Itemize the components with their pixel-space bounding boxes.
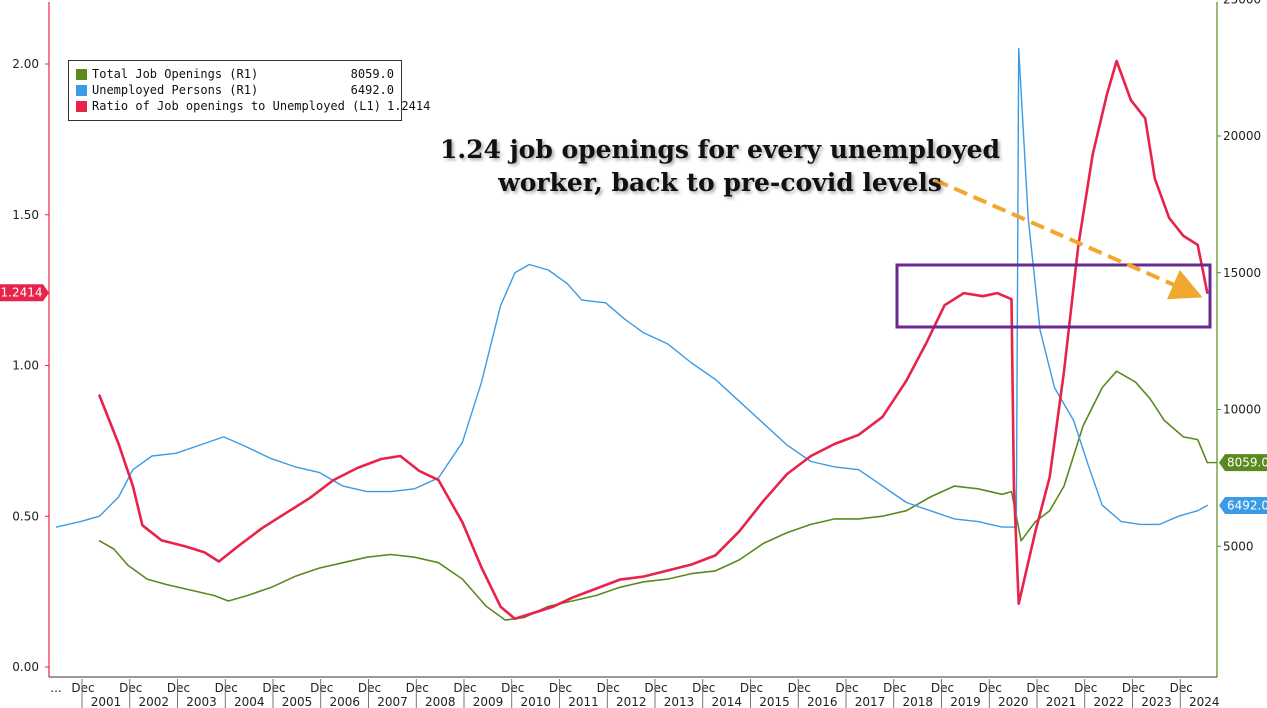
x-tick-label: Dec: [453, 681, 476, 695]
annotation-line-2: worker, back to pre-covid levels: [498, 168, 942, 197]
left-axis-badge-shape: [0, 284, 49, 302]
x-year-label: 2015: [759, 695, 790, 708]
x-tick-label: Dec: [1170, 681, 1193, 695]
x-year-label: 2016: [807, 695, 838, 708]
x-year-label: 2022: [1093, 695, 1124, 708]
x-tick-label: Dec: [692, 681, 715, 695]
right-tick-label: 15000: [1223, 266, 1261, 280]
legend-swatch-openings: [76, 68, 87, 80]
legend-label-unemployed: Unemployed Persons (R1): [92, 83, 259, 97]
x-tick-label: Dec: [310, 681, 333, 695]
legend-swatch-unemployed: [76, 84, 87, 96]
legend-label-ratio: Ratio of Job openings to Unemployed (L1): [92, 99, 381, 113]
x-year-label: 2008: [425, 695, 456, 708]
left-tick-label: 1.50: [12, 208, 39, 222]
x-tick-label: Dec: [406, 681, 429, 695]
x-tick-label: Dec: [1122, 681, 1145, 695]
x-tick-label: Dec: [549, 681, 572, 695]
x-year-label: 2021: [1046, 695, 1077, 708]
left-tick-label: 0.50: [12, 509, 39, 523]
x-tick-label: Dec: [215, 681, 238, 695]
x-year-label: 2020: [998, 695, 1029, 708]
left-tick-label: 2.00: [12, 57, 39, 71]
right-axis-badge-unemployed-shape: [1219, 496, 1267, 514]
right-tick-label: 10000: [1223, 403, 1261, 417]
legend-value-openings: 8059.0: [350, 67, 394, 81]
right-tick-label: 20000: [1223, 129, 1261, 143]
legend-value-unemployed: 6492.0: [350, 83, 394, 97]
x-tick-label: Dec: [931, 681, 954, 695]
x-year-label: 2002: [138, 695, 169, 708]
right-axis-badge-openings-text: 8059.0: [1227, 456, 1267, 470]
x-year-label: 2007: [377, 695, 408, 708]
x-year-label: 2006: [329, 695, 360, 708]
x-tick-label: ...: [50, 681, 61, 695]
chart-annotation: 1.24 job openings for every unemployed w…: [440, 133, 1000, 199]
legend: Total Job Openings (R1) 8059.0 Unemploye…: [68, 60, 430, 121]
x-tick-label: Dec: [119, 681, 142, 695]
x-year-label: 2024: [1189, 695, 1220, 708]
x-tick-label: Dec: [167, 681, 190, 695]
x-year-label: 2017: [855, 695, 886, 708]
x-tick-label: Dec: [358, 681, 381, 695]
x-year-label: 2018: [902, 695, 933, 708]
x-tick-label: Dec: [71, 681, 94, 695]
x-year-label: 2004: [234, 695, 265, 708]
right-axis-badge-unemployed-text: 6492.0: [1227, 498, 1267, 512]
x-year-label: 2010: [520, 695, 551, 708]
left-tick-label: 0.00: [12, 660, 39, 674]
annotation-line-1: 1.24 job openings for every unemployed: [440, 135, 1000, 164]
x-year-label: 2009: [473, 695, 504, 708]
x-year-label: 2011: [568, 695, 599, 708]
series-line-total-job-openings: [98, 370, 1209, 621]
x-year-label: 2019: [950, 695, 981, 708]
x-tick-label: Dec: [835, 681, 858, 695]
right-tick-label: 25000: [1223, 0, 1261, 6]
x-tick-label: Dec: [644, 681, 667, 695]
x-year-label: 2001: [91, 695, 122, 708]
legend-swatch-ratio: [76, 100, 87, 112]
x-tick-label: Dec: [979, 681, 1002, 695]
x-year-label: 2023: [1141, 695, 1172, 708]
x-year-label: 2013: [664, 695, 695, 708]
annotation-arrow: [934, 178, 1203, 300]
x-year-label: 2012: [616, 695, 647, 708]
legend-item-unemployed: Unemployed Persons (R1) 6492.0: [76, 82, 394, 98]
x-tick-label: Dec: [740, 681, 763, 695]
x-tick-label: Dec: [597, 681, 620, 695]
right-axis-badge-openings-shape: [1219, 454, 1267, 472]
series-line-unemployed-persons: [55, 47, 1209, 528]
right-tick-label: 5000: [1223, 539, 1254, 553]
x-tick-label: Dec: [501, 681, 524, 695]
x-tick-label: Dec: [788, 681, 811, 695]
axes-layer: 0.00 0.50 1.00 1.50 2.00 5000 10000 15000 20000 2…: [12, 0, 1261, 708]
legend-value-ratio: 1.2414: [386, 99, 431, 113]
x-year-label: 2014: [711, 695, 742, 708]
overlay-layer: 1.2414 8059.0 6492.0: [0, 178, 1267, 514]
x-tick-label: Dec: [883, 681, 906, 695]
x-tick-label: Dec: [262, 681, 285, 695]
x-tick-label: Dec: [1074, 681, 1097, 695]
legend-item-openings: Total Job Openings (R1) 8059.0: [76, 66, 394, 82]
x-year-label: 2005: [282, 695, 313, 708]
x-tick-label: Dec: [1026, 681, 1049, 695]
legend-label-openings: Total Job Openings (R1): [92, 67, 259, 81]
legend-item-ratio: Ratio of Job openings to Unemployed (L1)…: [76, 98, 430, 114]
left-axis-badge-text: 1.2414: [1, 286, 43, 300]
highlight-box: [895, 263, 1212, 329]
left-tick-label: 1.00: [12, 359, 39, 373]
x-year-label: 2003: [186, 695, 217, 708]
